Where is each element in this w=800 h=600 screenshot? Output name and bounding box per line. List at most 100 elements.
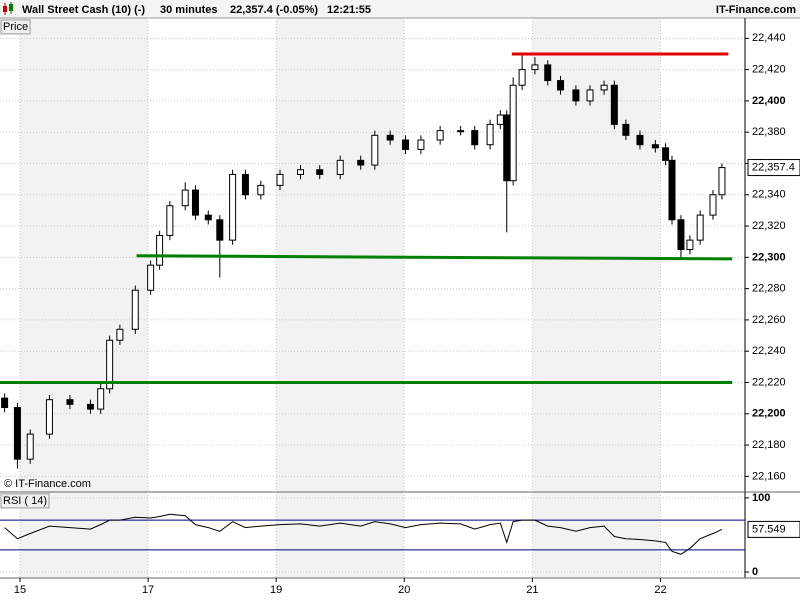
candle-body xyxy=(86,403,94,410)
instrument: Wall Street Cash (10) (-) xyxy=(22,4,145,16)
panel-label: RSI ( 14) xyxy=(3,495,47,507)
x-tick-label: 15 xyxy=(14,584,26,596)
panel-label-box xyxy=(0,493,50,509)
icon-body xyxy=(9,4,13,11)
x-tick-label: 22 xyxy=(654,584,666,596)
candle-body xyxy=(297,169,305,175)
candle-body xyxy=(496,114,504,125)
session-band xyxy=(532,18,661,492)
y-tick-label: 22,420 xyxy=(752,64,786,76)
icon-body xyxy=(3,6,7,12)
candle-body xyxy=(531,64,539,71)
interval: 30 minutes xyxy=(160,4,217,16)
candle-body xyxy=(13,407,21,460)
candle-body xyxy=(557,80,565,91)
x-tick-label: 20 xyxy=(398,584,410,596)
candle-body xyxy=(1,397,9,409)
y-tick-label: 100 xyxy=(752,492,770,504)
candle-body xyxy=(357,159,365,166)
candle-body xyxy=(204,214,212,221)
candle-body xyxy=(486,123,494,146)
y-tick-label: 22,280 xyxy=(752,283,786,295)
candle-body xyxy=(402,139,410,150)
watermark: © IT-Finance.com xyxy=(4,478,91,490)
candle-body xyxy=(709,194,717,216)
last-price-label: 22,357.4 xyxy=(752,161,795,173)
trend-line xyxy=(136,254,733,261)
x-tick-label: 19 xyxy=(270,584,282,596)
y-tick-label: 22,320 xyxy=(752,220,786,232)
y-tick-label: 22,380 xyxy=(752,126,786,138)
candle-body xyxy=(386,134,394,141)
candle-body xyxy=(544,64,552,82)
candle-body xyxy=(436,130,444,141)
candle-body xyxy=(241,173,249,196)
candle-body xyxy=(677,219,685,251)
y-tick-label: 22,240 xyxy=(752,345,786,357)
app-icon xyxy=(3,2,13,15)
candle-body xyxy=(276,173,284,186)
y-tick-label: 22,160 xyxy=(752,470,786,482)
session-band xyxy=(276,18,405,492)
y-tick-label: 22,300 xyxy=(752,251,786,263)
x-tick-label: 17 xyxy=(142,584,154,596)
rsi-line xyxy=(4,513,723,555)
candle-body xyxy=(66,399,74,405)
last-price-box xyxy=(747,159,800,177)
candle-body xyxy=(572,89,580,102)
candle-body xyxy=(636,134,644,146)
candle-body xyxy=(509,84,517,182)
x-tick-label: 21 xyxy=(526,584,538,596)
candle-body xyxy=(696,214,704,241)
candle-body xyxy=(651,144,659,149)
candle-body xyxy=(106,339,114,390)
candle-body xyxy=(622,123,630,136)
site: IT-Finance.com xyxy=(716,4,796,16)
candle-body xyxy=(166,205,174,236)
candle-body xyxy=(662,147,670,161)
candle-body xyxy=(97,388,105,410)
session-band xyxy=(276,492,405,578)
session-band xyxy=(532,492,661,578)
candle-body xyxy=(147,264,155,291)
rsi-value-box xyxy=(747,520,800,538)
candle-body xyxy=(229,173,237,241)
candle-body xyxy=(26,433,34,460)
candle-body xyxy=(417,139,425,150)
candle-body xyxy=(518,69,526,86)
candle-body xyxy=(131,289,139,330)
candle-body xyxy=(503,114,511,182)
candle-body xyxy=(336,159,344,175)
candle-body xyxy=(316,169,324,175)
candle-body xyxy=(45,399,53,435)
header-bar xyxy=(0,0,800,18)
candle-body xyxy=(191,189,199,216)
candle-body xyxy=(600,84,608,91)
session-band xyxy=(19,18,149,492)
candle-body xyxy=(668,159,676,221)
y-tick-label: 22,440 xyxy=(752,32,786,44)
y-tick-label: 22,220 xyxy=(752,376,786,388)
candle-body xyxy=(686,239,694,251)
candle-body xyxy=(371,134,379,166)
candle-body xyxy=(216,219,224,241)
session-bands xyxy=(19,18,661,578)
candle-body xyxy=(181,189,189,207)
candle-body xyxy=(257,184,265,196)
y-tick-label: 22,400 xyxy=(752,95,786,107)
candle-body xyxy=(586,89,594,102)
y-tick-label: 22,180 xyxy=(752,439,786,451)
candle-body xyxy=(471,130,479,146)
last-price: 22,357.4 (-0.05%) xyxy=(230,4,318,16)
rsi-value-label: 57.549 xyxy=(752,523,786,535)
y-tick-label: 22,260 xyxy=(752,314,786,326)
y-tick-label: 22,340 xyxy=(752,189,786,201)
clock: 12:21:55 xyxy=(327,4,371,16)
y-tick-label: 22,200 xyxy=(752,408,786,420)
y-tick-label: 0 xyxy=(752,566,758,578)
panel-label: Price xyxy=(3,21,28,33)
candle-body xyxy=(610,84,618,125)
candle-body xyxy=(457,130,465,133)
